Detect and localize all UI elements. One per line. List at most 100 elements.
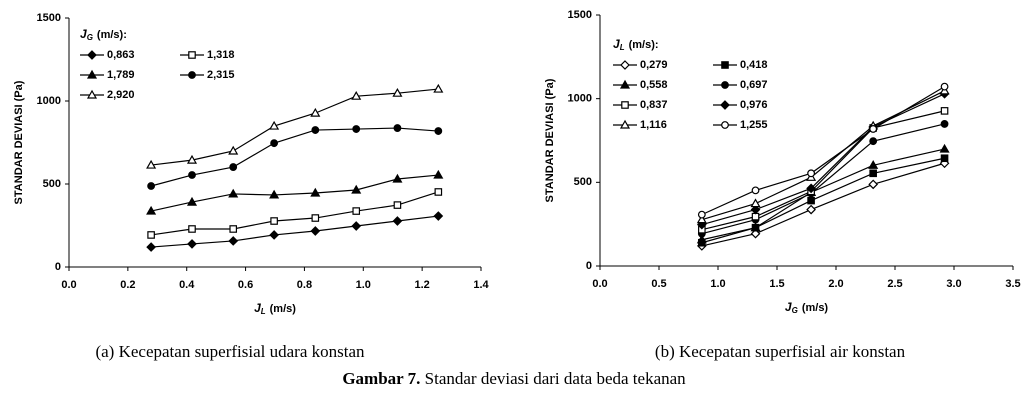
marker — [619, 119, 631, 129]
series-line — [151, 215, 439, 248]
marker — [228, 236, 239, 246]
x-tick-label: 0.0 — [61, 279, 76, 291]
marker — [187, 239, 197, 249]
y-tick-label: 0 — [586, 260, 592, 272]
legend-label: 2,315 — [207, 69, 235, 81]
marker — [351, 90, 362, 100]
marker — [434, 127, 443, 135]
caption: (a) Kecepatan superfisial udara konstan — [95, 342, 365, 361]
marker — [351, 184, 362, 194]
x-tick-label: 3.0 — [946, 278, 961, 290]
marker — [621, 101, 629, 109]
subscript: L — [261, 307, 266, 316]
marker — [721, 81, 729, 89]
series-line — [150, 174, 439, 212]
marker — [697, 210, 706, 219]
marker — [186, 154, 198, 164]
y-axis-label: STANDAR DEVIASI (Pa) — [544, 78, 556, 202]
legend-label: 1,255 — [740, 119, 768, 131]
marker — [750, 228, 761, 239]
marker — [310, 187, 321, 197]
subscript: G — [792, 306, 798, 315]
legend-label: 0,837 — [640, 99, 668, 111]
legend-label: 1,318 — [207, 49, 235, 61]
marker — [869, 169, 877, 178]
series-line — [701, 148, 945, 241]
marker — [940, 107, 949, 115]
symbol: J — [80, 27, 87, 41]
legend-label: 0,697 — [740, 79, 768, 91]
series-line — [150, 127, 439, 187]
marker — [351, 221, 362, 231]
y-tick-label: 500 — [574, 176, 592, 188]
marker — [228, 145, 239, 155]
marker — [620, 60, 630, 70]
legend-label: 0,558 — [640, 79, 668, 91]
legend-label: 0,279 — [640, 59, 668, 71]
x-tick-label: 0.5 — [651, 278, 666, 290]
marker — [269, 189, 280, 199]
marker — [433, 83, 444, 93]
marker — [146, 159, 157, 169]
marker — [86, 69, 98, 79]
figure-text: Standar deviasi dari data beda tekanan — [425, 369, 687, 388]
subscript: L — [620, 43, 625, 52]
symbol: J — [613, 37, 620, 51]
y-axis-label: STANDAR DEVIASI (Pa) — [13, 80, 25, 204]
unit: (m/s) — [270, 303, 297, 315]
x-tick-label: 1.0 — [356, 279, 371, 291]
marker — [186, 196, 198, 206]
marker — [86, 89, 98, 99]
marker — [188, 51, 196, 59]
marker — [869, 137, 878, 146]
marker — [434, 188, 443, 196]
marker — [806, 183, 816, 194]
marker — [352, 125, 361, 133]
caption: (b) Kecepatan superfisial air konstan — [655, 342, 906, 361]
marker — [392, 173, 403, 183]
legend-label: 0,976 — [740, 99, 768, 111]
x-tick-label: 3.5 — [1005, 278, 1020, 290]
marker — [270, 217, 278, 225]
legend-label: 2,920 — [107, 89, 135, 101]
unit: (m/s): — [97, 29, 127, 41]
x-tick-label: 0.8 — [297, 279, 312, 291]
series-line — [151, 191, 439, 236]
unit: (m/s) — [802, 302, 829, 314]
marker — [146, 205, 157, 215]
series-line — [701, 157, 945, 244]
marker — [696, 214, 707, 224]
y-tick-label: 0 — [55, 261, 61, 273]
x-tick-label: 1.0 — [710, 278, 725, 290]
symbol: J — [785, 300, 792, 314]
marker — [433, 211, 444, 221]
marker — [750, 198, 761, 208]
x-tick-label: 2.0 — [828, 278, 843, 290]
marker — [188, 71, 196, 79]
figure-label: Gambar 7. — [342, 369, 420, 388]
marker — [393, 124, 402, 132]
subscript: G — [87, 33, 93, 42]
marker — [940, 82, 949, 91]
marker — [310, 226, 321, 236]
x-tick-label: 0.2 — [120, 279, 135, 291]
marker — [940, 154, 949, 163]
figure-caption: Gambar 7. Standar deviasi dari data beda… — [342, 369, 686, 388]
marker — [352, 207, 361, 215]
marker — [807, 169, 816, 178]
marker — [868, 160, 879, 169]
marker — [147, 231, 155, 239]
y-tick-label: 1500 — [568, 9, 592, 21]
marker — [392, 87, 403, 97]
marker — [619, 79, 631, 89]
label: JG (m/s) — [785, 300, 829, 315]
marker — [310, 107, 321, 117]
label: JL (m/s) — [254, 301, 296, 316]
x-tick-label: 1.4 — [473, 279, 489, 291]
marker — [147, 182, 156, 190]
marker — [228, 188, 239, 198]
label: JG (m/s): — [80, 27, 127, 42]
marker — [721, 121, 729, 129]
marker — [806, 204, 816, 215]
marker — [433, 169, 444, 179]
